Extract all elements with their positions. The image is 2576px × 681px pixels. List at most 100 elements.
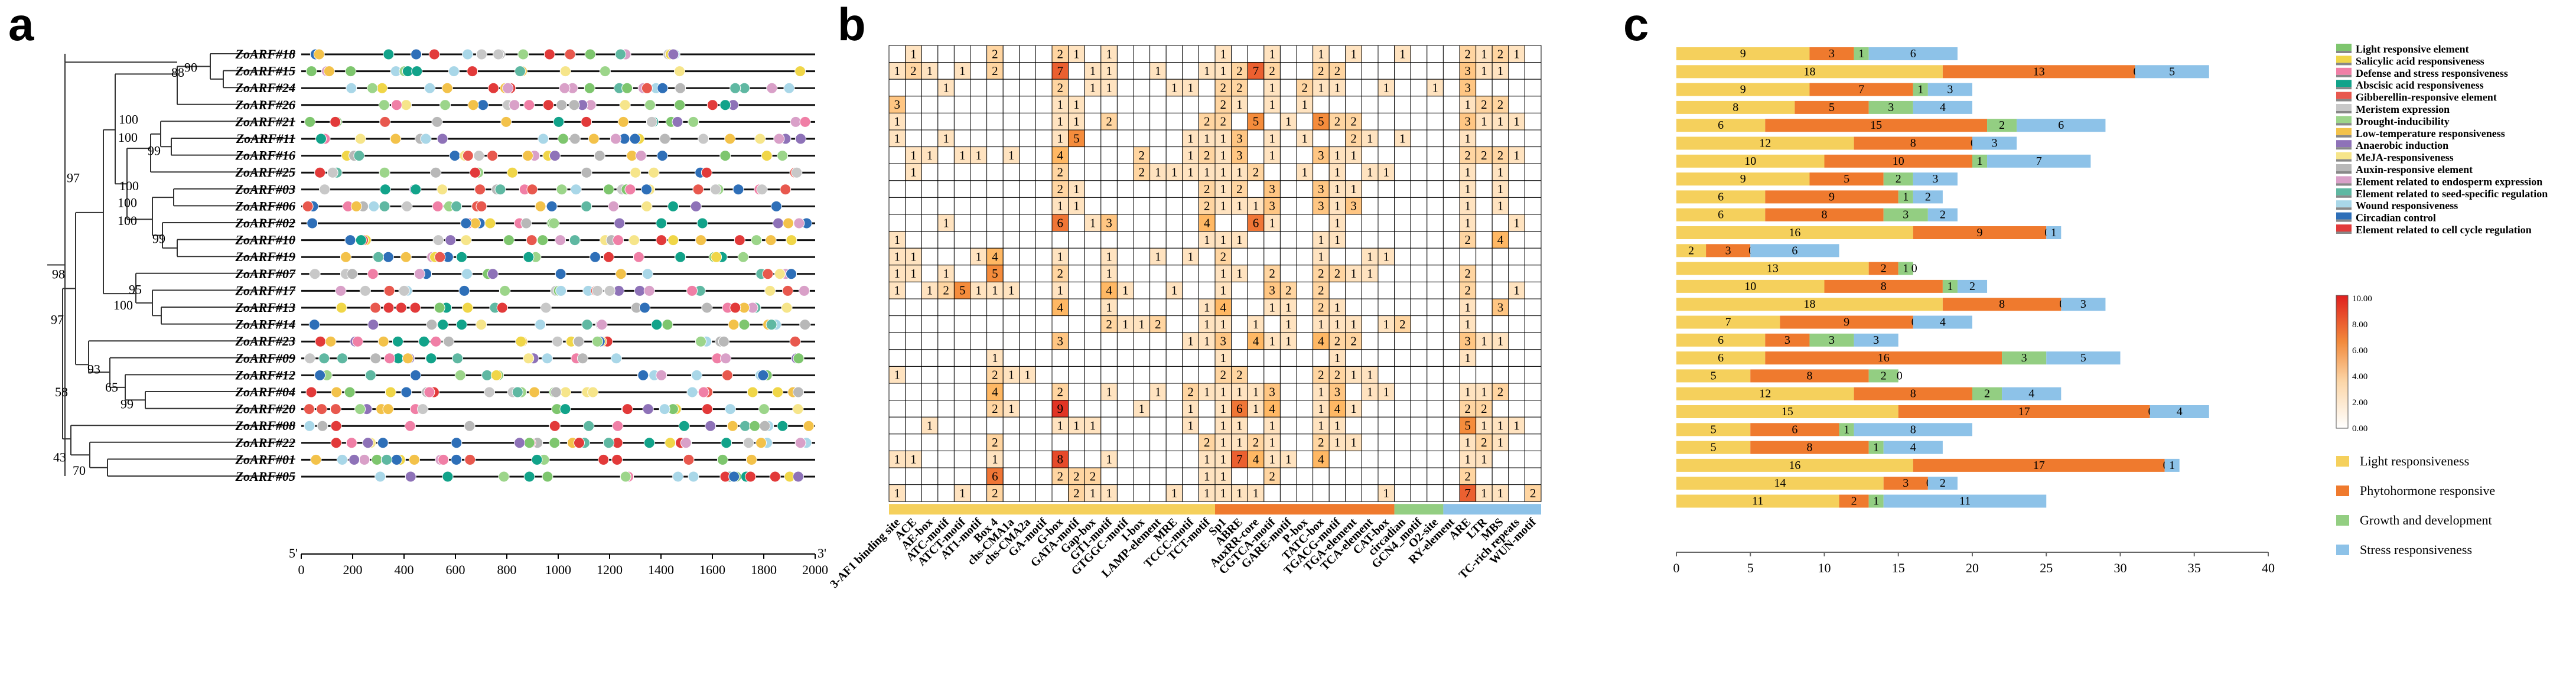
legend-swatch-edge (2336, 63, 2352, 66)
heatmap-cell (1361, 400, 1379, 418)
bar-segment-value: 17 (2033, 459, 2045, 472)
heatmap-cell (1263, 112, 1281, 131)
heatmap-cell (1427, 434, 1444, 451)
gene-label-column: ZoARF#18ZoARF#15ZoARF#24ZoARF#26ZoARF#21… (235, 47, 296, 484)
promoter-element-marker (346, 437, 357, 449)
heatmap-cell (1377, 62, 1395, 80)
heatmap-cell-value: 1 (943, 266, 949, 281)
promoter-element-marker (698, 386, 709, 398)
heatmap-cell (953, 383, 971, 401)
promoter-element-marker (611, 454, 623, 465)
heatmap-cell-value: 1 (1269, 131, 1275, 145)
heatmap-cell-value: 1 (1236, 199, 1243, 213)
legend-label: Defense and stress responsiveness (2356, 67, 2508, 79)
heatmap-cell (1214, 281, 1232, 299)
heatmap-cell-value: 1 (1465, 317, 1471, 331)
legend-label: Element related to seed-specific regulat… (2356, 188, 2548, 200)
heatmap-cell (1133, 332, 1151, 350)
heatmap-cell-value: 2 (1057, 182, 1064, 196)
heatmap-cell (1279, 434, 1297, 451)
promoter-element-marker (481, 369, 493, 381)
promoter-element-marker (556, 99, 568, 111)
heatmap-cell (1133, 163, 1151, 181)
heatmap-cell (1279, 265, 1297, 282)
heatmap-cell (1149, 146, 1167, 164)
heatmap-cell (1100, 434, 1118, 451)
heatmap-cell (1214, 265, 1232, 282)
legend-label: Drought-inducibility (2356, 115, 2450, 127)
heatmap-cell (1491, 79, 1509, 97)
heatmap-cell-value: 2 (1204, 148, 1210, 162)
heatmap-cell (1491, 197, 1509, 215)
heatmap-cell-value: 1 (1334, 81, 1341, 95)
heatmap-cell (1231, 450, 1248, 468)
bootstrap-value: 100 (119, 178, 139, 193)
heatmap-cell-value: 1 (1350, 47, 1357, 61)
gene-label: ZoARF#06 (235, 198, 295, 213)
heatmap-cell (1068, 434, 1085, 451)
heatmap-cell (1394, 214, 1411, 232)
heatmap-cell (1198, 231, 1216, 249)
heatmap-cell-value: 1 (1269, 216, 1275, 230)
bar-segment-light (1676, 387, 1854, 400)
heatmap-cell (905, 129, 922, 148)
heatmap-cell (1279, 467, 1297, 486)
promoter-element-marker (651, 319, 663, 331)
promoter-element-marker (323, 66, 335, 77)
bar-segment-stress (2150, 405, 2209, 418)
heatmap-cell-value: 1 (1318, 250, 1324, 264)
heatmap-cell (1345, 434, 1362, 451)
bar-segment-stress (2046, 351, 2121, 365)
heatmap-cell (1035, 180, 1053, 198)
promoter-element-marker (615, 48, 627, 60)
heatmap-cell-value: 7 (1253, 64, 1259, 78)
heatmap-cell (1491, 332, 1509, 350)
promoter-element-marker (462, 48, 474, 60)
heatmap-cell (1231, 214, 1248, 232)
promoter-element-marker (603, 184, 614, 195)
heatmap-cell-value: 1 (1220, 351, 1227, 365)
heatmap-cell (1394, 231, 1411, 249)
heatmap-cell (1214, 180, 1232, 198)
promoter-element-marker (610, 353, 622, 364)
heatmap-cell-value: 2 (1334, 266, 1341, 281)
heatmap-cell (1116, 416, 1134, 435)
heatmap-cell (1459, 434, 1477, 451)
promoter-element-marker (314, 369, 326, 381)
bar-segment-value: 5 (1711, 423, 1717, 436)
heatmap-cell (1459, 214, 1477, 232)
heatmap-cell (1068, 96, 1085, 113)
heatmap-cell (1002, 112, 1020, 131)
heatmap-cell (1214, 383, 1232, 401)
heatmap-cell (1427, 129, 1444, 148)
heatmap-cell-value: 3 (1236, 131, 1243, 145)
promoter-element-marker (756, 184, 768, 195)
heatmap-cell-value: 2 (1269, 469, 1275, 483)
bar-segment-growth (1809, 333, 1854, 347)
promoter-element-marker (665, 437, 676, 449)
heatmap-cell-value: 1 (1465, 300, 1471, 314)
heatmap-cell-value: 1 (927, 419, 933, 433)
bar-segment-value: 3 (1932, 172, 1938, 185)
heatmap-cell (1035, 62, 1053, 80)
heatmap-cell-value: 2 (1481, 402, 1487, 416)
heatmap-cell (1476, 146, 1493, 164)
promoter-element-marker (675, 82, 686, 94)
heatmap-cell-value: 1 (1481, 385, 1487, 399)
heatmap-cell (1149, 332, 1167, 350)
bar-segment-light (1676, 279, 1825, 293)
bar-segment-value: 2 (1881, 369, 1887, 382)
heatmap-cell (1427, 467, 1444, 486)
heatmap-cell (1377, 332, 1395, 350)
heatmap-cell-value: 1 (1171, 486, 1178, 500)
promoter-element-marker (727, 420, 738, 432)
heatmap-cell (1019, 45, 1036, 63)
heatmap-cell-value: 1 (1187, 250, 1194, 264)
heatmap-cell-value: 1 (1367, 165, 1373, 180)
heatmap-cell (1133, 180, 1151, 198)
heatmap-cell (1133, 247, 1151, 266)
heatmap-cell (1084, 265, 1102, 282)
heatmap-cell (1231, 467, 1248, 486)
legend-label: Circadian control (2356, 212, 2436, 224)
heatmap-cell (1361, 214, 1379, 232)
